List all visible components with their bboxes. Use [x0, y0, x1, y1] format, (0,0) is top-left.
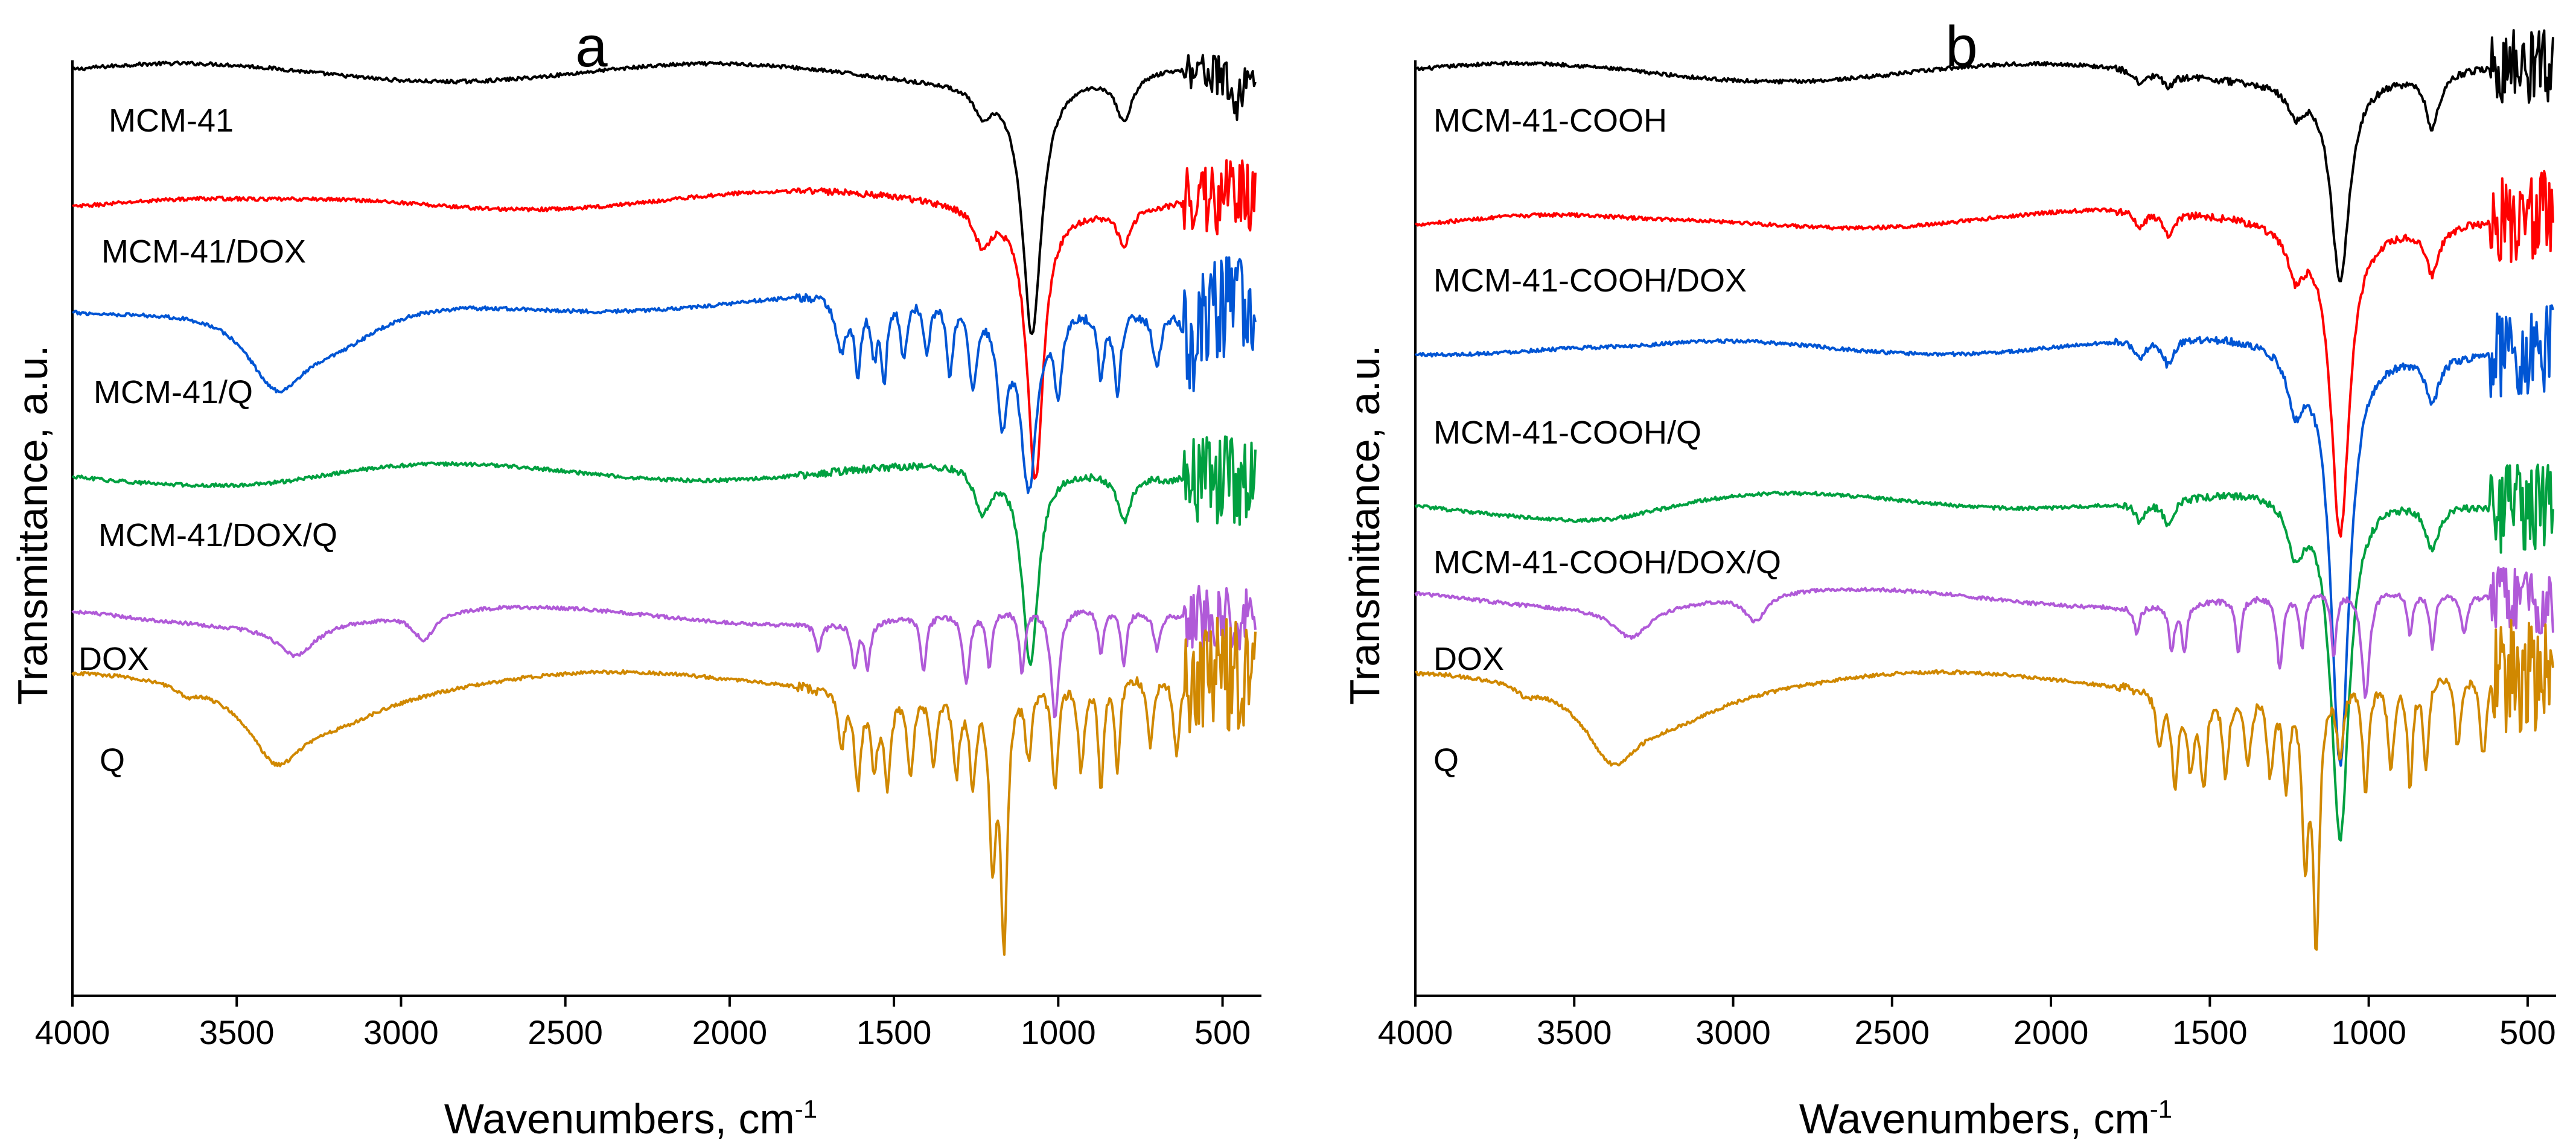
- panel-a-trace-mcm-41-dox: [72, 159, 1257, 480]
- panel-a-x-axis-title: Wavenumbers, cm-1: [444, 1095, 817, 1142]
- panel-b-y-axis-title: Transmittance, a.u.: [1341, 345, 1388, 705]
- panel-b-label-mcm41-cooh: MCM-41-COOH: [1433, 103, 1667, 139]
- panel-b-x-tick-label: 4000: [1378, 1013, 1453, 1051]
- panel-b-x-tick-label: 3000: [1695, 1013, 1771, 1051]
- panel-a-label-mcm41: MCM-41: [109, 103, 234, 139]
- panel-b-label-mcm41-cooh-dox-q: MCM-41-COOH/DOX/Q: [1433, 544, 1781, 581]
- panel-a-label-q: Q: [100, 742, 125, 778]
- panel-b-trace-dox: [1414, 566, 2554, 699]
- panel-b-x-tick-label: 3500: [1537, 1013, 1612, 1051]
- panel-b-x-tick-label: 2500: [1855, 1013, 1930, 1051]
- panel-a-x-tick-label: 2000: [692, 1013, 768, 1051]
- panel-b-x-axis-title: Wavenumbers, cm-1: [1799, 1095, 2172, 1142]
- panel-b-trace-labels: MCM-41-COOH MCM-41-COOH/DOX MCM-41-COOH/…: [1433, 103, 1781, 778]
- panel-a-y-axis-title: Transmittance, a.u.: [9, 345, 56, 705]
- panel-a-x-tick-label: 3000: [363, 1013, 439, 1051]
- panel-b-traces: [1414, 29, 2554, 951]
- panel-a-trace-mcm-41-dox-q: [71, 435, 1257, 666]
- panel-b-x-tick-label: 1500: [2172, 1013, 2248, 1051]
- panel-b-label-q: Q: [1433, 742, 1459, 778]
- panel-b-trace-mcm-41-cooh: [1415, 29, 2554, 282]
- panel-a-x-tick-label: 1500: [856, 1013, 932, 1051]
- panel-b-x-tick-label: 2000: [2013, 1013, 2089, 1051]
- panel-a-x-ticks: 4000 3500 3000 2500 2000 1500 1000 500: [35, 996, 1251, 1051]
- panel-a-x-tick-label: 4000: [35, 1013, 110, 1051]
- panel-b-label-mcm41-cooh-q: MCM-41-COOH/Q: [1433, 415, 1701, 451]
- panel-b-label-mcm41-cooh-dox: MCM-41-COOH/DOX: [1433, 263, 1747, 299]
- panel-b-trace-mcm-41-cooh-dox: [1415, 170, 2554, 538]
- panel-a-label-mcm41-dox: MCM-41/DOX: [101, 234, 306, 270]
- panel-b-x-ticks: 4000 3500 3000 2500 2000 1500 1000 500: [1378, 996, 2556, 1051]
- panel-b-label-dox: DOX: [1433, 641, 1504, 677]
- panel-a-trace-mcm-41-q: [72, 256, 1257, 494]
- panel-a-trace-mcm-41: [71, 54, 1257, 335]
- panel-b-trace-q: [1415, 619, 2554, 951]
- panel-a-x-tick-label: 3500: [199, 1013, 275, 1051]
- panel-a-x-tick-label: 500: [1194, 1013, 1251, 1051]
- panel-a-label-dox: DOX: [78, 641, 149, 677]
- panel-a-trace-q: [71, 616, 1257, 956]
- panel-a-trace-dox: [71, 585, 1257, 719]
- panel-a: a 4000 3500 3000 2500 2000 1500 1000 500 MCM-41…: [9, 14, 1261, 1142]
- panel-a-title: a: [575, 14, 608, 79]
- panel-a-x-tick-label: 1000: [1021, 1013, 1096, 1051]
- panel-b-x-tick-label: 500: [2499, 1013, 2555, 1051]
- panel-a-x-tick-label: 2500: [528, 1013, 603, 1051]
- panel-b: b 4000 3500 3000 2500 2000 1500 1000 500 MCM-41…: [1341, 14, 2556, 1142]
- panel-b-x-tick-label: 1000: [2331, 1013, 2406, 1051]
- panel-b-trace-mcm-41-cooh-dox-q: [1414, 463, 2554, 842]
- panel-a-traces: [71, 54, 1257, 956]
- panel-a-trace-labels: MCM-41 MCM-41/DOX MCM-41/Q MCM-41/DOX/Q …: [78, 103, 337, 778]
- panel-b-trace-mcm-41-cooh-q: [1414, 304, 2554, 767]
- panel-a-label-mcm41-dox-q: MCM-41/DOX/Q: [98, 517, 337, 553]
- panel-a-label-mcm41-q: MCM-41/Q: [94, 374, 253, 410]
